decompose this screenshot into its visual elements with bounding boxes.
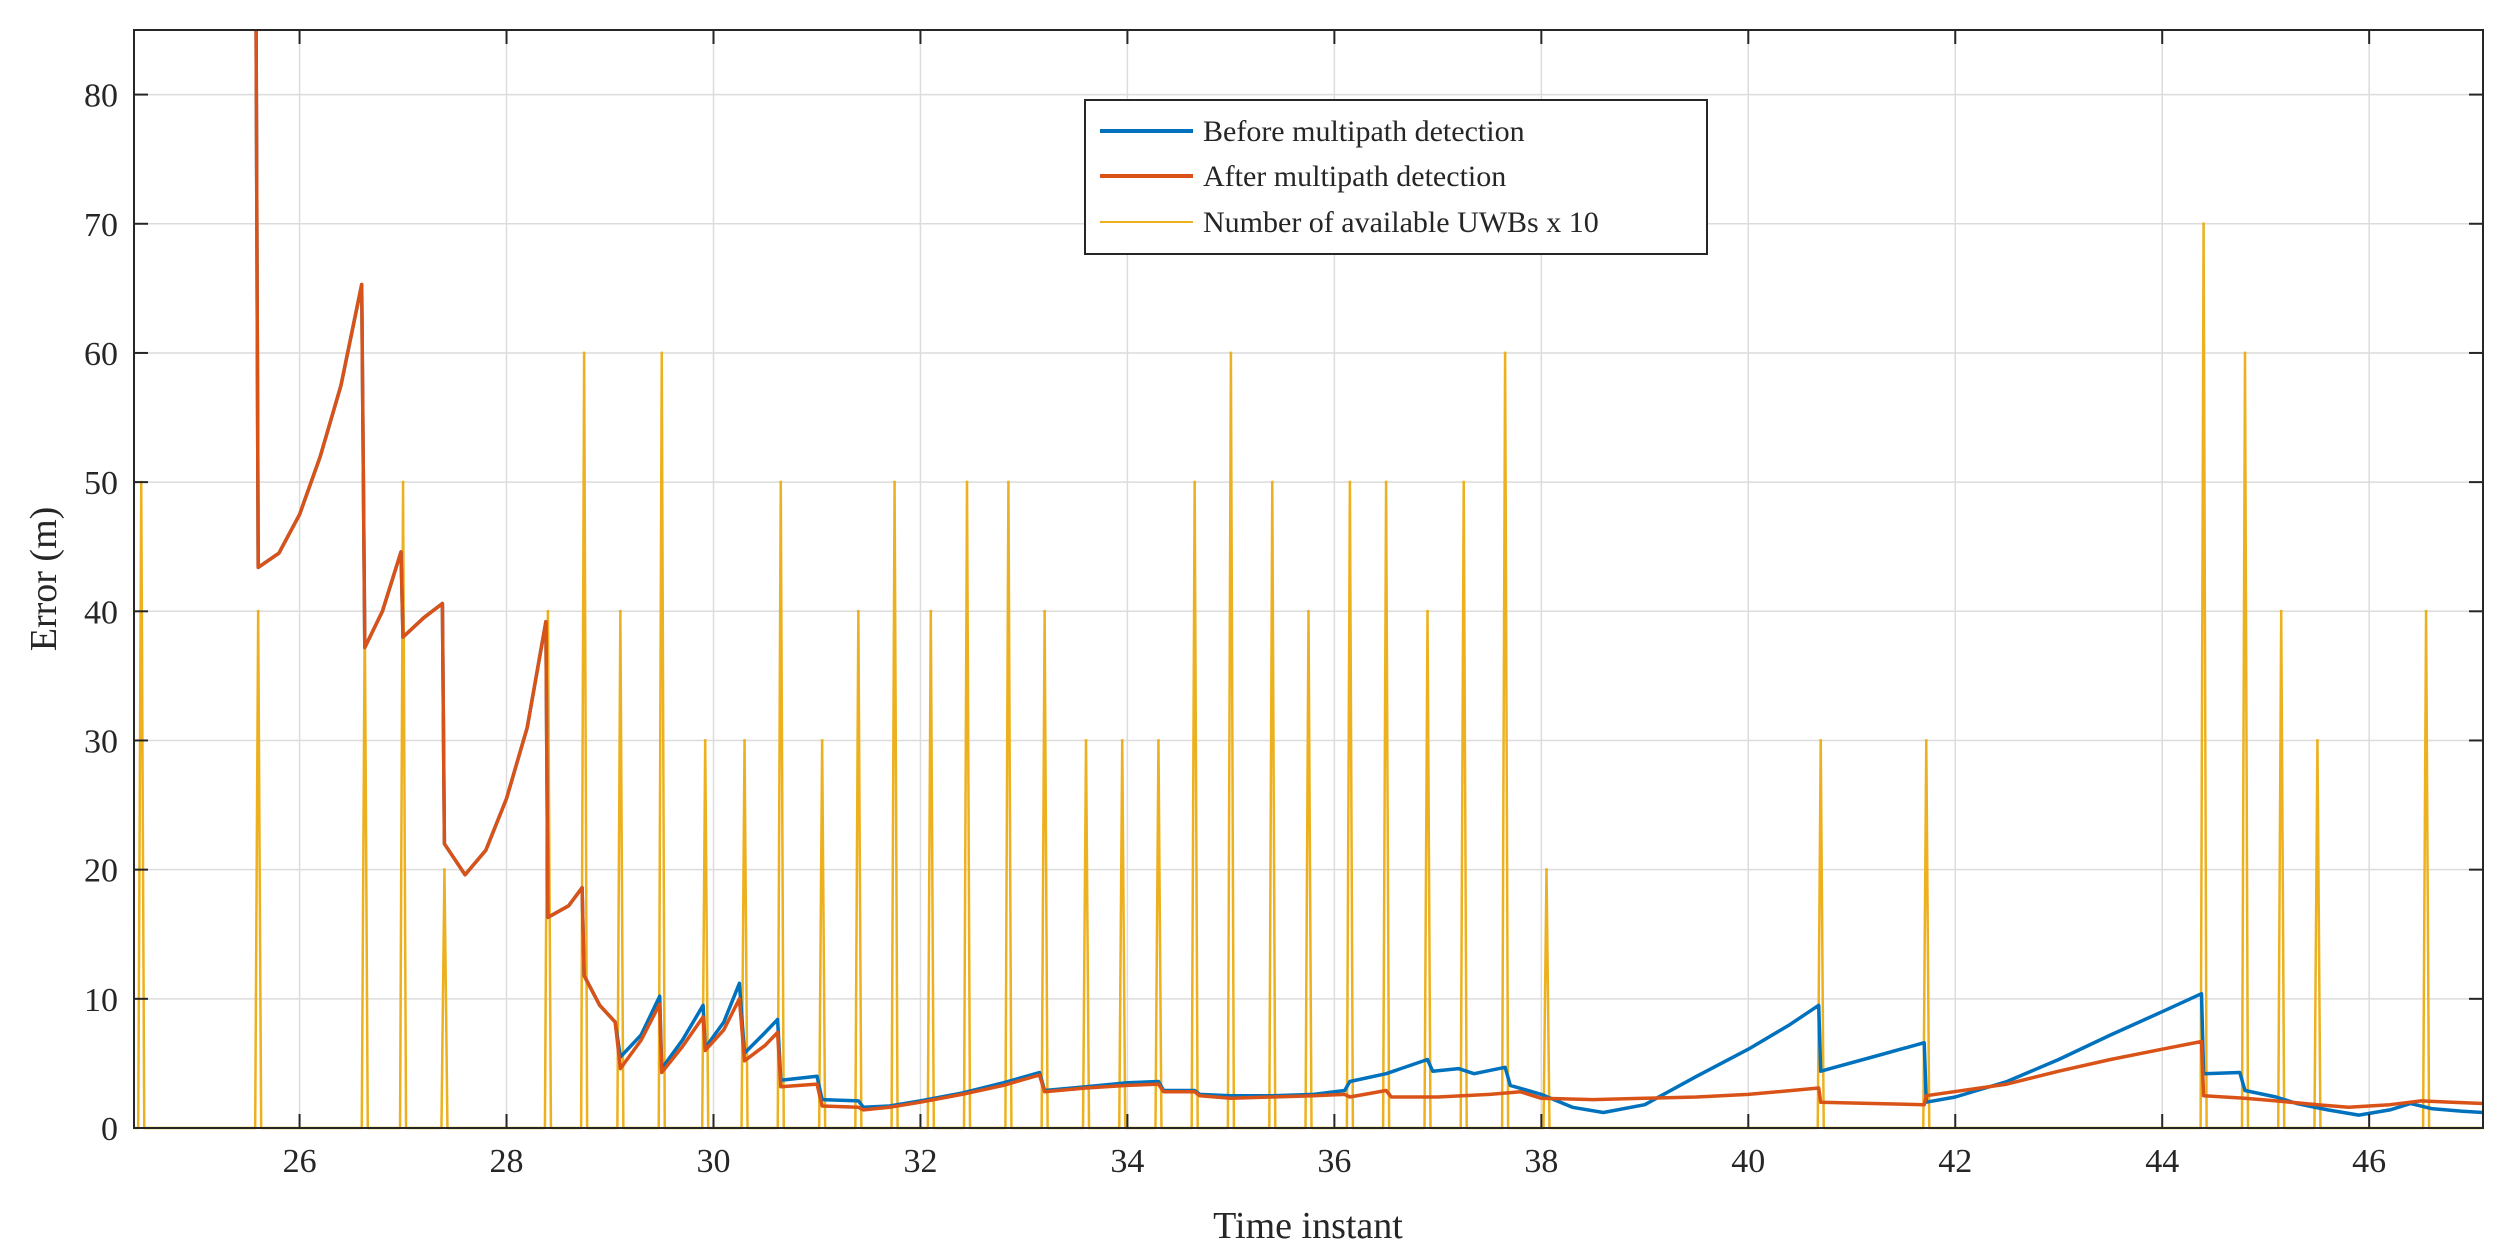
uwb-spike-peak <box>820 738 824 742</box>
uwb-spike-peak <box>1229 351 1233 355</box>
uwb-series <box>134 222 2483 1130</box>
legend-label-before: Before multipath detection <box>1203 115 1525 148</box>
uwb-spike-peak <box>582 351 586 355</box>
uwb-spike-peak <box>2279 609 2283 613</box>
uwb-spike-peak <box>442 868 446 872</box>
y-tick-label: 10 <box>84 982 118 1019</box>
uwb-spike-peak <box>779 480 783 484</box>
x-tick-label: 28 <box>490 1143 524 1180</box>
plot-frame <box>133 29 2484 1129</box>
uwb-spike-peak <box>743 738 747 742</box>
uwb-spike-peak <box>2315 738 2319 742</box>
uwb-spike-peak <box>1270 480 1274 484</box>
uwb-spike-peak <box>893 480 897 484</box>
uwb-spike-peak <box>2202 222 2206 226</box>
uwb-spike-peak <box>1426 609 1430 613</box>
y-tick-label: 0 <box>101 1111 118 1148</box>
uwb-spike-peak <box>1006 480 1010 484</box>
uwb-spike-peak <box>1084 738 1088 742</box>
x-tick-label: 32 <box>903 1143 937 1180</box>
uwb-spike-peak <box>1924 738 1928 742</box>
uwb-spike-peak <box>965 480 969 484</box>
uwb-spike-peak <box>401 480 405 484</box>
uwb-spike-peak <box>1156 738 1160 742</box>
x-tick-label: 34 <box>1110 1143 1144 1180</box>
legend-label-after: After multipath detection <box>1203 160 1506 193</box>
legend-label-uwb: Number of available UWBs x 10 <box>1203 206 1599 239</box>
x-tick-label: 26 <box>283 1143 317 1180</box>
uwb-spike-peak <box>929 609 933 613</box>
y-tick-label: 40 <box>84 594 118 631</box>
x-tick-label: 36 <box>1317 1143 1351 1180</box>
uwb-spike-peak <box>1819 738 1823 742</box>
uwb-spike-peak <box>703 738 707 742</box>
error-series <box>254 29 2484 1117</box>
uwb-spike-peak <box>1120 738 1124 742</box>
y-tick-label: 30 <box>84 723 118 760</box>
uwb-spike-peak <box>1043 609 1047 613</box>
axis-ticks: 26 28 30 32 34 36 38 40 42 44 46 0 10 20 30 40 50 60 70 80 <box>84 30 2483 1180</box>
x-axis-title: Time instant <box>1213 1205 1403 1247</box>
uwb-spike-peak <box>2424 609 2428 613</box>
after-multipath-line <box>254 29 2484 1112</box>
y-tick-label: 50 <box>84 465 118 502</box>
y-axis-title: Error (m) <box>23 507 65 652</box>
x-tick-label: 40 <box>1731 1143 1765 1180</box>
y-tick-label: 20 <box>84 853 118 890</box>
uwb-spike-peak <box>1307 609 1310 613</box>
uwb-spike-peak <box>2243 351 2247 355</box>
x-tick-label: 44 <box>2145 1143 2179 1180</box>
uwb-spike-peak <box>1462 480 1466 484</box>
uwb-spike-peak <box>1384 480 1388 484</box>
x-tick-label: 42 <box>1938 1143 1972 1180</box>
y-tick-label: 80 <box>84 78 118 115</box>
x-tick-label: 38 <box>1524 1143 1558 1180</box>
uwb-spike-peak <box>660 351 664 355</box>
uwb-spike-peak <box>1503 351 1507 355</box>
uwb-spike-peak <box>256 609 260 613</box>
uwb-spike-peak <box>1545 868 1549 872</box>
uwb-spike-peak <box>546 609 550 613</box>
uwb-spike-peak <box>618 609 622 613</box>
x-tick-label: 46 <box>2352 1143 2386 1180</box>
uwb-spike-peak <box>1348 480 1352 484</box>
uwb-spike-peak <box>1193 480 1197 484</box>
x-tick-label: 30 <box>696 1143 730 1180</box>
legend: Before multipath detection After multipa… <box>1084 99 1708 255</box>
uwb-spike-peak <box>856 609 860 613</box>
y-tick-label: 60 <box>84 336 118 373</box>
y-tick-label: 70 <box>84 207 118 244</box>
